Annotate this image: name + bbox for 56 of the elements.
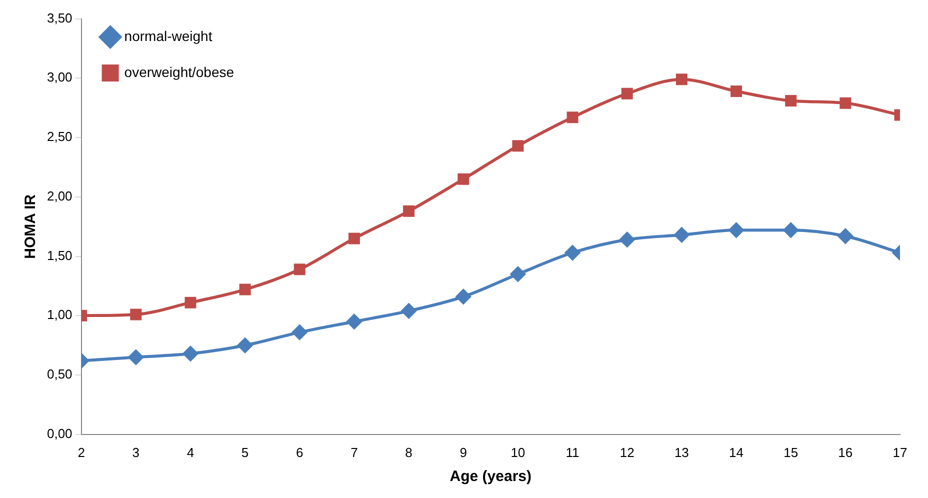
y-tick-label: 3,50 bbox=[46, 10, 72, 26]
x-tick-label: 2 bbox=[78, 444, 85, 460]
x-tick-label: 8 bbox=[405, 444, 412, 460]
y-tick-label: 1,00 bbox=[46, 307, 72, 322]
x-tick-label: 17 bbox=[892, 444, 908, 460]
y-tick-label: 3,00 bbox=[46, 70, 72, 85]
y-tick-label: 2,00 bbox=[46, 188, 72, 204]
point bbox=[838, 228, 853, 244]
point bbox=[783, 222, 798, 238]
point bbox=[346, 314, 362, 330]
x-tick-label: 6 bbox=[296, 444, 304, 460]
point bbox=[840, 97, 852, 109]
point bbox=[512, 140, 524, 152]
point bbox=[239, 284, 251, 296]
x-tick-label: 7 bbox=[350, 444, 358, 460]
y-tick-label: 0,00 bbox=[46, 426, 72, 441]
x-tick-label: 14 bbox=[729, 444, 744, 460]
point bbox=[785, 94, 797, 106]
x-tick-label: 10 bbox=[510, 444, 526, 460]
y-tick-label: 0,50 bbox=[46, 366, 72, 382]
point bbox=[348, 232, 360, 244]
point bbox=[674, 227, 690, 242]
point bbox=[182, 346, 198, 362]
point bbox=[130, 308, 142, 320]
x-tick-label: 15 bbox=[784, 444, 798, 460]
x-axis-title: Age (years) bbox=[450, 468, 532, 486]
x-tick-label: 3 bbox=[132, 444, 140, 460]
point bbox=[620, 232, 635, 248]
point bbox=[238, 338, 253, 353]
x-tick-label: 4 bbox=[186, 444, 194, 460]
point bbox=[566, 112, 578, 124]
point bbox=[401, 303, 416, 318]
y-axis-title: HOMA IR bbox=[22, 194, 40, 259]
x-tick-label: 13 bbox=[674, 444, 689, 460]
point bbox=[621, 88, 633, 100]
x-tick-label: 16 bbox=[838, 444, 853, 460]
point bbox=[456, 289, 471, 304]
y-tick-label: 2,50 bbox=[46, 129, 72, 144]
point bbox=[510, 266, 526, 282]
y-tick-label: 1,50 bbox=[46, 248, 72, 263]
legend-label: overweight/obese bbox=[124, 64, 234, 80]
point bbox=[565, 245, 580, 260]
x-tick-label: 11 bbox=[566, 444, 580, 460]
point bbox=[728, 222, 744, 238]
point bbox=[294, 264, 306, 276]
x-tick-label: 9 bbox=[460, 444, 467, 460]
legend-label: normal-weight bbox=[124, 28, 212, 44]
point bbox=[676, 74, 688, 86]
point bbox=[458, 173, 470, 185]
point bbox=[128, 350, 144, 365]
point bbox=[292, 324, 308, 340]
x-tick-label: 5 bbox=[241, 444, 249, 460]
point bbox=[403, 205, 415, 217]
x-tick-label: 12 bbox=[620, 444, 634, 460]
point bbox=[184, 296, 196, 308]
point bbox=[730, 85, 742, 97]
